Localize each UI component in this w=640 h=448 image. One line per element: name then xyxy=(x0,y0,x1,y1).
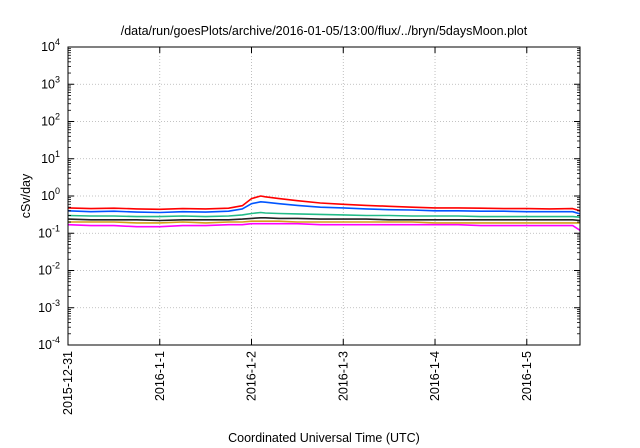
x-tick-label: 2015-12-31 xyxy=(61,351,75,415)
series-line-5 xyxy=(68,220,580,224)
axis-ticks xyxy=(67,46,580,346)
y-tick-label: 10-4 xyxy=(38,335,60,352)
series-lines xyxy=(67,195,581,231)
y-tick-label: 10-1 xyxy=(38,223,60,240)
x-tick-labels: 2015-12-31 2016-1-1 2016-1-2 2016-1-3 2016-1… xyxy=(61,351,534,415)
series-line-1 xyxy=(67,195,581,212)
y-tick-label: 10-3 xyxy=(38,298,60,315)
grid-lines xyxy=(68,47,580,345)
series-line-6 xyxy=(67,222,581,231)
series-line-4 xyxy=(67,217,581,222)
y-tick-label: 10-2 xyxy=(38,261,60,278)
x-axis-label: Coordinated Universal Time (UTC) xyxy=(228,431,420,445)
series-line-3 xyxy=(67,211,581,218)
x-tick-label: 2016-1-2 xyxy=(245,351,259,401)
x-tick-label: 2016-1-4 xyxy=(428,351,442,401)
chart-title: /data/run/goesPlots/archive/2016-01-05/1… xyxy=(121,24,528,38)
y-tick-labels: 10-4 10-3 10-2 10-1 100 101 102 103 104 xyxy=(38,37,60,352)
y-tick-label: 102 xyxy=(41,112,60,129)
y-tick-label: 103 xyxy=(41,74,60,91)
series-line-2 xyxy=(67,201,581,215)
y-tick-label: 100 xyxy=(41,186,60,203)
x-tick-label: 2016-1-1 xyxy=(153,351,167,401)
y-tick-label: 101 xyxy=(41,149,60,166)
y-axis-label: cSv/day xyxy=(19,173,33,218)
x-tick-label: 2016-1-5 xyxy=(520,351,534,401)
y-tick-label: 104 xyxy=(41,37,60,54)
x-tick-label: 2016-1-3 xyxy=(336,351,350,401)
